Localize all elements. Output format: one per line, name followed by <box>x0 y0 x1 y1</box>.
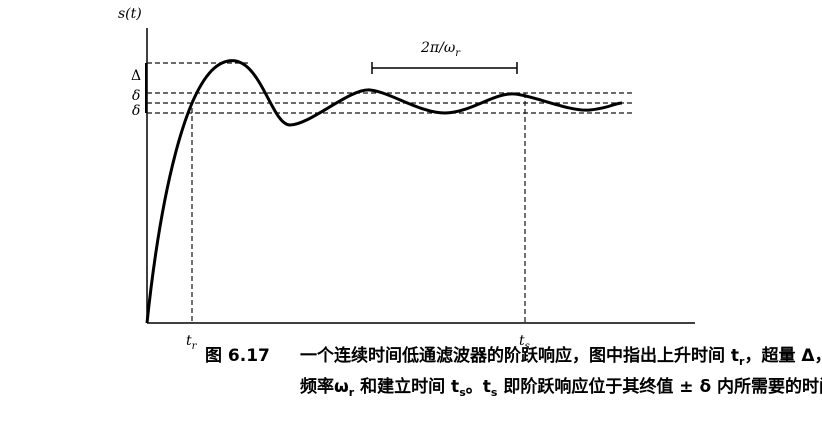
caption-text: r <box>739 355 745 368</box>
caption-text: r <box>349 386 355 399</box>
delta-label: δ <box>132 103 140 119</box>
period-label: 2π/ωr <box>420 40 461 59</box>
caption-line: 一个连续时间低通滤波器的阶跃响应，图中指出上升时间 tr，超量 Δ，振荡 <box>300 345 822 368</box>
delta-label: δ <box>132 88 140 104</box>
caption-text: s <box>491 386 498 399</box>
caption-text: 即阶跃响应位于其终值 ± δ 内所需要的时间 <box>497 376 822 397</box>
step-response <box>145 59 623 324</box>
y-axis-label: s(t) <box>118 6 142 22</box>
settling-time-label: ts <box>519 333 530 352</box>
caption-text: 一个连续时间低通滤波器的阶跃响应，图中指出上升时间 t <box>300 345 739 366</box>
rise-time-label: tr <box>186 333 198 352</box>
overshoot-label: Δ <box>131 68 141 84</box>
caption-number: 图 6.17 <box>205 346 270 366</box>
caption-text: ，超量 Δ，振荡 <box>744 345 822 366</box>
caption-text: 频率ω <box>300 376 349 397</box>
period-bracket <box>371 62 518 74</box>
caption-text: s <box>459 386 466 399</box>
caption-text: 和建立时间 t <box>354 376 459 397</box>
caption-line: 频率ωr 和建立时间 ts。ts 即阶跃响应位于其终值 ± δ 内所需要的时间 <box>300 376 822 399</box>
caption-text: 。t <box>466 377 491 397</box>
